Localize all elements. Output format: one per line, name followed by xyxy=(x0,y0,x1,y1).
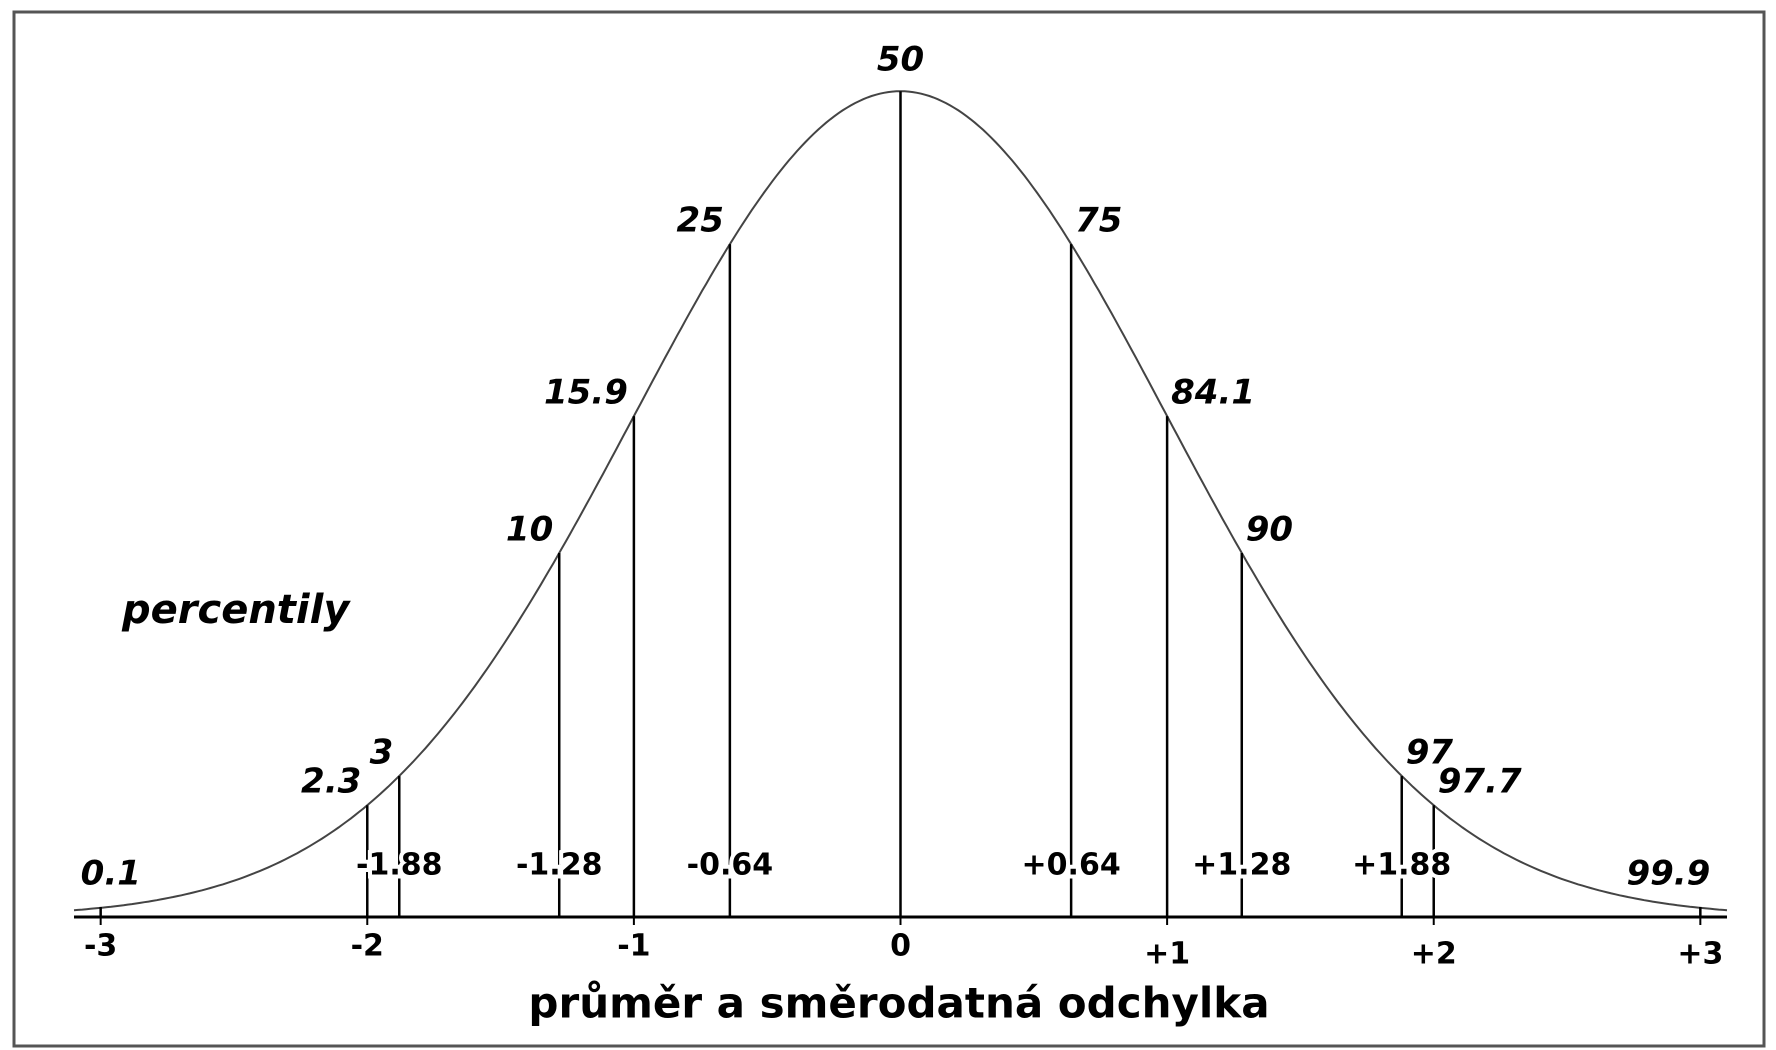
percentile-label: 97.7 xyxy=(1438,762,1522,802)
z-label: +1.28 xyxy=(1192,848,1291,883)
annotation: percentily xyxy=(121,587,351,633)
percentile-label: 15.9 xyxy=(544,373,628,413)
x-axis-label: průměr a směrodatná odchylka xyxy=(528,979,1269,1028)
percentile-label: 97 xyxy=(1406,732,1454,772)
z-label: +1.88 xyxy=(1352,848,1451,883)
z-label: +0.64 xyxy=(1022,848,1121,883)
frame xyxy=(12,10,1766,1048)
z-label: -1.88 xyxy=(356,848,442,883)
percentile-label: 25 xyxy=(677,201,724,241)
x-tick-label: -2 xyxy=(351,929,384,964)
x-tick-label: +2 xyxy=(1411,937,1457,972)
percentile-label: 0.1 xyxy=(81,854,141,894)
percentile-label: 3 xyxy=(370,732,394,772)
x-tick-label: -1 xyxy=(617,929,650,964)
z-label: -0.64 xyxy=(687,848,773,883)
percentile-label: 75 xyxy=(1075,201,1122,241)
percentile-label: 99.9 xyxy=(1626,854,1710,894)
z-label: -1.28 xyxy=(516,848,602,883)
percentile-label: 2.3 xyxy=(301,762,361,802)
percentile-label: 90 xyxy=(1246,509,1293,549)
percentile-label: 10 xyxy=(506,509,553,549)
percentile-label: 84.1 xyxy=(1171,373,1255,413)
x-tick-label: 0 xyxy=(890,929,911,964)
x-tick-label: -3 xyxy=(84,929,117,964)
x-tick-label: +1 xyxy=(1144,937,1190,972)
percentile-label: 50 xyxy=(877,40,924,80)
x-tick-label: +3 xyxy=(1677,937,1723,972)
